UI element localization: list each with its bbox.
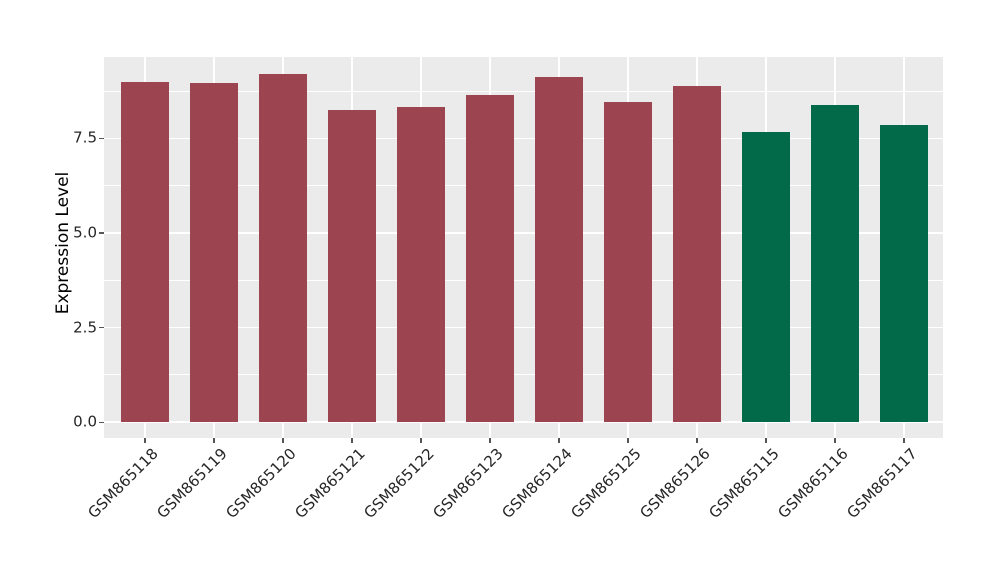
bar-GSM865119 [190, 82, 238, 423]
gridline-minor-horizontal [104, 90, 943, 92]
y-tick-label: 7.5 [73, 128, 97, 147]
bar-GSM865117 [880, 125, 928, 423]
bar-GSM865116 [811, 104, 859, 423]
x-tick-label-GSM865124: GSM865124 [497, 444, 576, 522]
gridline-major-horizontal [104, 137, 943, 140]
bar-GSM865125 [604, 101, 652, 423]
gridline-minor-horizontal [104, 279, 943, 281]
bar-GSM865122 [397, 106, 445, 423]
x-tick-label-GSM865119: GSM865119 [152, 444, 231, 522]
bar-GSM865126 [673, 86, 721, 423]
x-tick-mark [282, 438, 284, 443]
plot-panel [104, 57, 943, 438]
x-tick-label-GSM865115: GSM865115 [704, 444, 783, 522]
x-tick-mark [765, 438, 767, 443]
x-tick-mark [144, 438, 146, 443]
x-tick-label-GSM865117: GSM865117 [842, 444, 921, 522]
bar-GSM865118 [121, 81, 169, 423]
y-tick-label: 2.5 [73, 318, 97, 337]
x-tick-label-GSM865118: GSM865118 [83, 444, 162, 522]
x-tick-mark [489, 438, 491, 443]
x-tick-mark [420, 438, 422, 443]
x-tick-label-GSM865116: GSM865116 [773, 444, 852, 522]
gridline-minor-horizontal [104, 185, 943, 187]
bar-GSM865124 [535, 77, 583, 423]
bar-GSM865121 [328, 109, 376, 423]
x-tick-mark [627, 438, 629, 443]
gridline-major-horizontal [104, 232, 943, 234]
x-tick-label-GSM865120: GSM865120 [221, 444, 300, 522]
gridline-major-horizontal [104, 421, 943, 423]
gridline-minor-horizontal [104, 374, 943, 376]
x-tick-label-GSM865126: GSM865126 [635, 444, 714, 522]
y-tick-mark [99, 232, 104, 234]
x-tick-label-GSM865123: GSM865123 [428, 444, 507, 522]
x-tick-mark [351, 438, 353, 443]
y-tick-label: 5.0 [73, 223, 97, 242]
x-tick-label-GSM865121: GSM865121 [290, 444, 369, 522]
y-tick-mark [99, 326, 104, 329]
bar-GSM865115 [742, 132, 790, 423]
x-tick-mark [696, 438, 698, 443]
x-tick-mark [903, 438, 905, 443]
bar-GSM865120 [259, 73, 307, 423]
x-tick-mark [558, 438, 560, 443]
gridline-major-horizontal [104, 326, 943, 329]
y-axis-title: Expression Level [53, 171, 73, 315]
y-tick-label: 0.0 [73, 412, 97, 431]
bar-GSM865123 [466, 95, 514, 423]
x-tick-mark [834, 438, 836, 443]
x-tick-label-GSM865125: GSM865125 [566, 444, 645, 522]
x-tick-mark [213, 438, 215, 443]
x-tick-label-GSM865122: GSM865122 [359, 444, 438, 522]
y-tick-mark [99, 421, 104, 423]
y-tick-mark [99, 137, 104, 139]
